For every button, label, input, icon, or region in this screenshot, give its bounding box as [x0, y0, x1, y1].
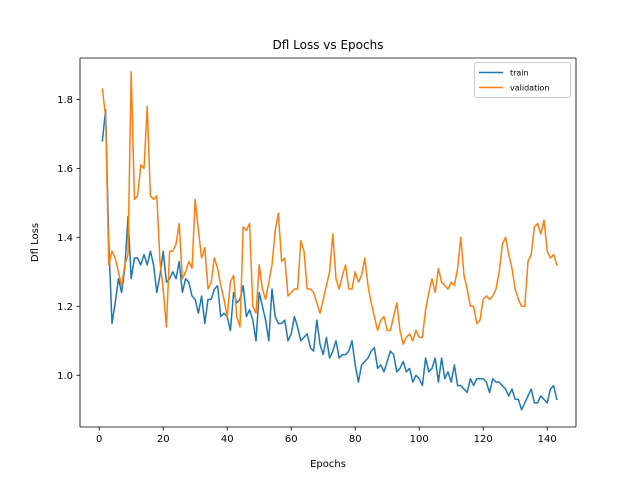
series-lines — [101, 71, 558, 411]
series-line-validation — [101, 71, 558, 345]
x-tick-label: 100 — [410, 434, 429, 445]
y-axis-label: Dfl Loss — [30, 223, 41, 262]
x-tick-label: 120 — [474, 434, 493, 445]
y-axis-ticks: 1.0 1.2 1.4 1.6 1.8 — [57, 95, 80, 382]
x-tick-label: 20 — [157, 434, 170, 445]
legend: train validation — [474, 62, 571, 98]
x-tick-label: 80 — [349, 434, 362, 445]
y-tick-label: 1.0 — [57, 371, 73, 382]
x-tick-label: 60 — [285, 434, 298, 445]
plot-area — [80, 58, 576, 427]
legend-frame — [474, 62, 571, 98]
x-tick-label: 0 — [96, 434, 102, 445]
y-tick-label: 1.4 — [57, 233, 73, 244]
x-axis-label: Epochs — [310, 459, 346, 470]
chart-title: Dfl Loss vs Epochs — [273, 38, 384, 52]
y-tick-label: 1.2 — [57, 302, 73, 313]
legend-label-validation: validation — [510, 84, 549, 93]
x-tick-label: 40 — [221, 434, 234, 445]
series-line-train — [101, 108, 558, 411]
y-tick-label: 1.8 — [57, 95, 73, 106]
plot-spines — [79, 57, 577, 428]
x-tick-label: 140 — [538, 434, 557, 445]
y-tick-label: 1.6 — [57, 164, 73, 175]
x-axis-ticks: 0 20 40 60 80 100 120 140 — [96, 427, 557, 445]
legend-label-train: train — [510, 69, 529, 78]
